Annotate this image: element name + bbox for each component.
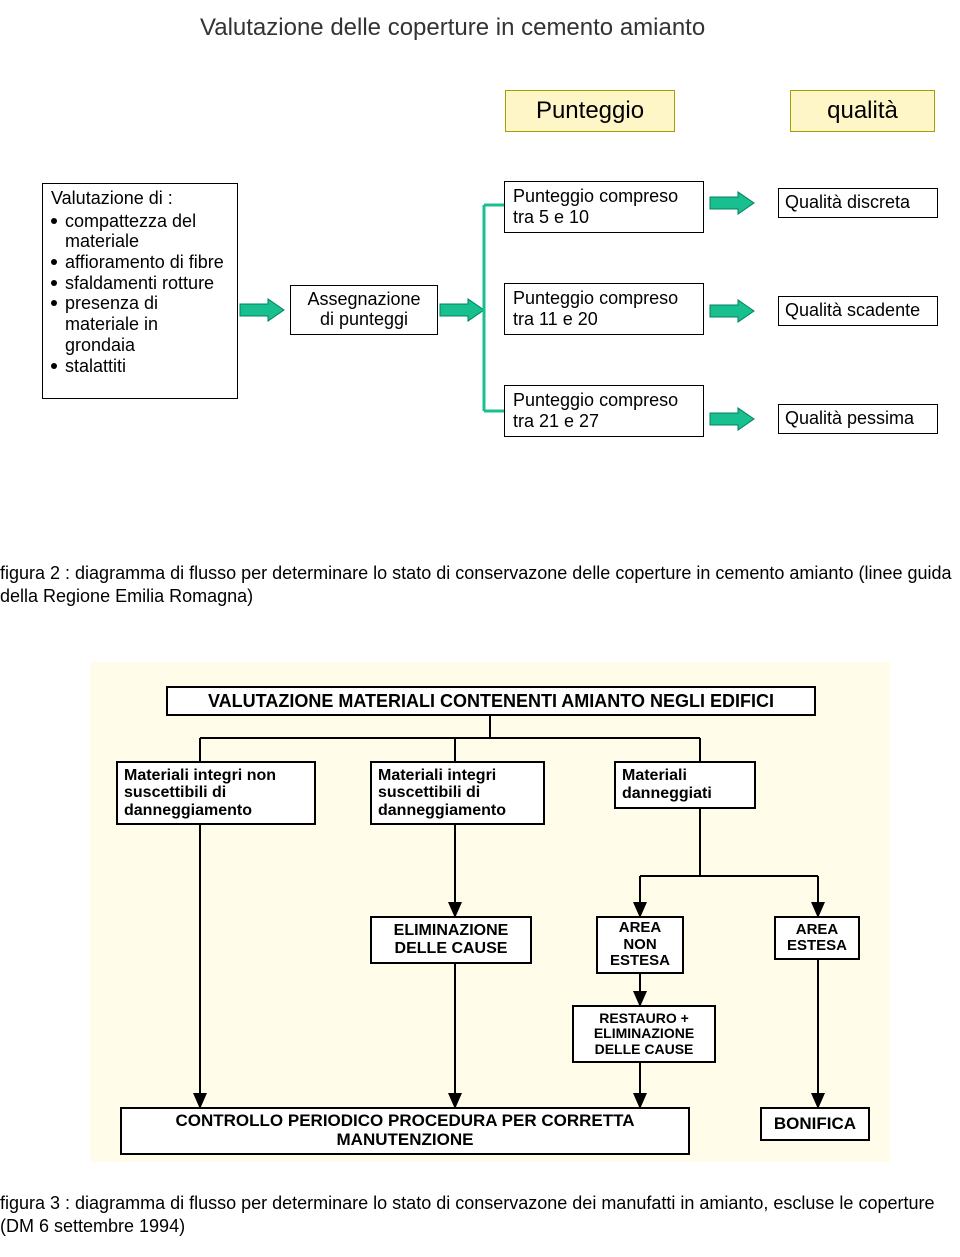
caption-fig3: figura 3 : diagramma di flusso per deter…: [0, 1192, 960, 1239]
fig3-arrows: [0, 0, 960, 1200]
